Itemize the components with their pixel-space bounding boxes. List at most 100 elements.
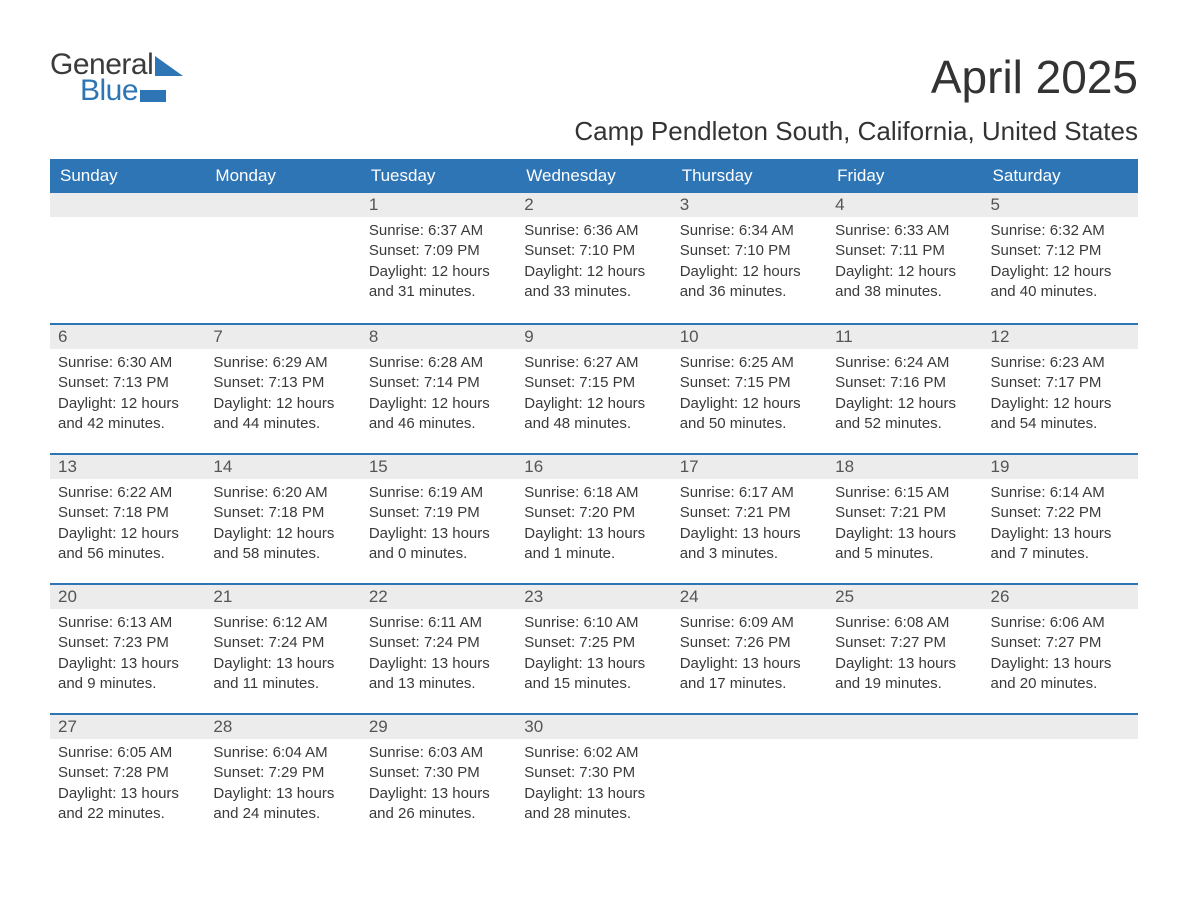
sunrise-text: Sunrise: 6:22 AM: [58, 483, 197, 503]
weekday-header: Friday: [827, 159, 982, 193]
day-cell: [50, 193, 205, 323]
sunset-text: Sunset: 7:13 PM: [213, 373, 352, 393]
daylight-text-2: and 33 minutes.: [524, 282, 663, 302]
sunrise-text: Sunrise: 6:14 AM: [991, 483, 1130, 503]
day-number: 17: [672, 455, 827, 479]
daylight-text-2: and 56 minutes.: [58, 544, 197, 564]
day-body: Sunrise: 6:09 AMSunset: 7:26 PMDaylight:…: [672, 609, 827, 706]
sunrise-text: Sunrise: 6:12 AM: [213, 613, 352, 633]
sunset-text: Sunset: 7:22 PM: [991, 503, 1130, 523]
day-body: Sunrise: 6:18 AMSunset: 7:20 PMDaylight:…: [516, 479, 671, 576]
daylight-text-1: Daylight: 12 hours: [835, 394, 974, 414]
day-body: Sunrise: 6:27 AMSunset: 7:15 PMDaylight:…: [516, 349, 671, 446]
sunrise-text: Sunrise: 6:18 AM: [524, 483, 663, 503]
daylight-text-1: Daylight: 12 hours: [58, 394, 197, 414]
day-cell: 26Sunrise: 6:06 AMSunset: 7:27 PMDayligh…: [983, 585, 1138, 713]
day-number: 25: [827, 585, 982, 609]
day-body: Sunrise: 6:04 AMSunset: 7:29 PMDaylight:…: [205, 739, 360, 836]
sunset-text: Sunset: 7:27 PM: [991, 633, 1130, 653]
weekday-header: Saturday: [983, 159, 1138, 193]
sunset-text: Sunset: 7:23 PM: [58, 633, 197, 653]
daylight-text-2: and 19 minutes.: [835, 674, 974, 694]
day-number: 6: [50, 325, 205, 349]
sunset-text: Sunset: 7:24 PM: [369, 633, 508, 653]
day-number: 14: [205, 455, 360, 479]
daylight-text-2: and 50 minutes.: [680, 414, 819, 434]
day-body: Sunrise: 6:19 AMSunset: 7:19 PMDaylight:…: [361, 479, 516, 576]
day-number: 3: [672, 193, 827, 217]
day-number: 11: [827, 325, 982, 349]
weekday-header-row: Sunday Monday Tuesday Wednesday Thursday…: [50, 159, 1138, 193]
day-cell: 21Sunrise: 6:12 AMSunset: 7:24 PMDayligh…: [205, 585, 360, 713]
day-cell: 13Sunrise: 6:22 AMSunset: 7:18 PMDayligh…: [50, 455, 205, 583]
day-number: 1: [361, 193, 516, 217]
page: General Blue April 2025 Camp Pendleton S…: [0, 0, 1188, 883]
daylight-text-1: Daylight: 12 hours: [524, 394, 663, 414]
day-body: Sunrise: 6:06 AMSunset: 7:27 PMDaylight:…: [983, 609, 1138, 706]
daylight-text-1: Daylight: 12 hours: [213, 524, 352, 544]
empty-day-bar: [827, 715, 982, 739]
daylight-text-1: Daylight: 12 hours: [680, 394, 819, 414]
sunset-text: Sunset: 7:12 PM: [991, 241, 1130, 261]
sunset-text: Sunset: 7:19 PM: [369, 503, 508, 523]
sunrise-text: Sunrise: 6:20 AM: [213, 483, 352, 503]
day-cell: 29Sunrise: 6:03 AMSunset: 7:30 PMDayligh…: [361, 715, 516, 843]
daylight-text-1: Daylight: 13 hours: [835, 654, 974, 674]
sunrise-text: Sunrise: 6:29 AM: [213, 353, 352, 373]
sunrise-text: Sunrise: 6:17 AM: [680, 483, 819, 503]
sunset-text: Sunset: 7:24 PM: [213, 633, 352, 653]
day-cell: [205, 193, 360, 323]
day-cell: 17Sunrise: 6:17 AMSunset: 7:21 PMDayligh…: [672, 455, 827, 583]
daylight-text-2: and 38 minutes.: [835, 282, 974, 302]
sunset-text: Sunset: 7:30 PM: [524, 763, 663, 783]
sunrise-text: Sunrise: 6:06 AM: [991, 613, 1130, 633]
day-number: 9: [516, 325, 671, 349]
day-body: Sunrise: 6:02 AMSunset: 7:30 PMDaylight:…: [516, 739, 671, 836]
sunset-text: Sunset: 7:10 PM: [680, 241, 819, 261]
location-subtitle: Camp Pendleton South, California, United…: [50, 116, 1138, 147]
sunrise-text: Sunrise: 6:34 AM: [680, 221, 819, 241]
sunrise-text: Sunrise: 6:11 AM: [369, 613, 508, 633]
daylight-text-1: Daylight: 13 hours: [369, 654, 508, 674]
week-row: 27Sunrise: 6:05 AMSunset: 7:28 PMDayligh…: [50, 713, 1138, 843]
day-number: 24: [672, 585, 827, 609]
day-number: 18: [827, 455, 982, 479]
day-cell: 14Sunrise: 6:20 AMSunset: 7:18 PMDayligh…: [205, 455, 360, 583]
sunrise-text: Sunrise: 6:15 AM: [835, 483, 974, 503]
day-cell: [983, 715, 1138, 843]
daylight-text-1: Daylight: 12 hours: [991, 262, 1130, 282]
daylight-text-2: and 44 minutes.: [213, 414, 352, 434]
daylight-text-1: Daylight: 13 hours: [835, 524, 974, 544]
day-body: Sunrise: 6:37 AMSunset: 7:09 PMDaylight:…: [361, 217, 516, 314]
day-number: 8: [361, 325, 516, 349]
sunrise-text: Sunrise: 6:19 AM: [369, 483, 508, 503]
logo: General Blue: [50, 50, 183, 106]
sunset-text: Sunset: 7:20 PM: [524, 503, 663, 523]
day-number: 27: [50, 715, 205, 739]
week-row: 20 Sunrise: 6:13 AMSunset: 7:23 PM Dayligh…: [50, 583, 1138, 713]
daylight-text-2: and 24 minutes.: [213, 804, 352, 824]
sunrise-text: Sunrise: 6:02 AM: [524, 743, 663, 763]
sunrise-text: Sunrise: 6:13 AM: [58, 613, 197, 633]
daylight-text-2: and 48 minutes.: [524, 414, 663, 434]
day-body: Sunrise: 6:30 AMSunset: 7:13 PMDaylight:…: [50, 349, 205, 446]
sunrise-text: Sunrise: 6:33 AM: [835, 221, 974, 241]
sunset-text: Sunset: 7:10 PM: [524, 241, 663, 261]
day-cell: 11Sunrise: 6:24 AMSunset: 7:16 PMDayligh…: [827, 325, 982, 453]
day-number: 30: [516, 715, 671, 739]
daylight-text-2: and 13 minutes.: [369, 674, 508, 694]
sunset-text: Sunset: 7:18 PM: [58, 503, 197, 523]
day-number: 16: [516, 455, 671, 479]
sunset-text: Sunset: 7:25 PM: [524, 633, 663, 653]
empty-day-bar: [205, 193, 360, 217]
daylight-text-2: and 31 minutes.: [369, 282, 508, 302]
sunrise-text: Sunrise: 6:09 AM: [680, 613, 819, 633]
day-body: Sunrise: 6:14 AMSunset: 7:22 PMDaylight:…: [983, 479, 1138, 576]
week-row: 13Sunrise: 6:22 AMSunset: 7:18 PMDayligh…: [50, 453, 1138, 583]
day-number: 20: [50, 585, 205, 609]
sunset-text: Sunset: 7:15 PM: [680, 373, 819, 393]
daylight-text-2: and 52 minutes.: [835, 414, 974, 434]
sunrise-text: Sunrise: 6:25 AM: [680, 353, 819, 373]
sunrise-text: Sunrise: 6:36 AM: [524, 221, 663, 241]
day-cell: 22Sunrise: 6:11 AMSunset: 7:24 PMDayligh…: [361, 585, 516, 713]
